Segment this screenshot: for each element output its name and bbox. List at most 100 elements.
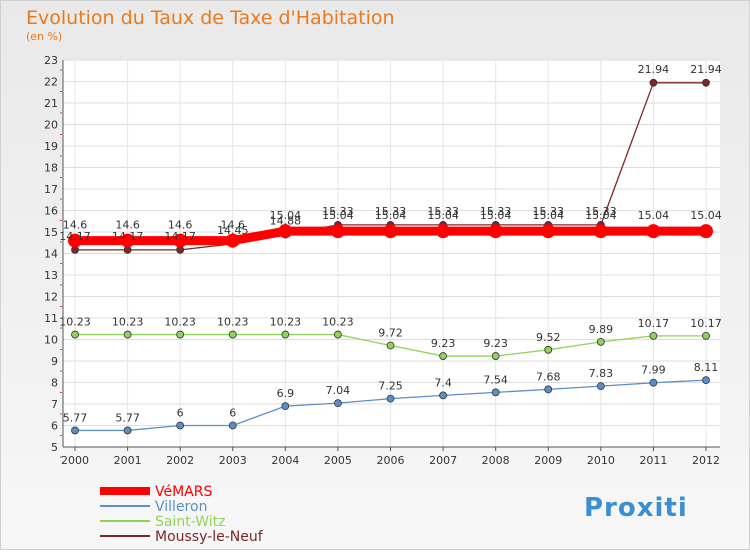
data-label-v-mars: 14.6 [63, 219, 88, 232]
data-point-saint-witz [544, 345, 553, 354]
y-tick-label: 5 [51, 441, 58, 454]
data-label-moussy-le-neuf: 15.33 [375, 205, 407, 218]
data-point-saint-witz [491, 352, 500, 360]
data-label-villeron: 8.11 [694, 361, 719, 374]
data-label-moussy-le-neuf: 15.33 [427, 205, 459, 218]
y-tick-label: 17 [44, 183, 58, 196]
data-point-saint-witz [228, 330, 237, 339]
x-tick-label: 2001 [114, 454, 142, 467]
proxiti-logo: Proxiti [584, 493, 688, 523]
x-tick-label: 2003 [219, 454, 247, 467]
data-label-v-mars: 15.04 [638, 209, 670, 222]
data-label-saint-witz: 9.52 [536, 331, 561, 344]
axes: 5 6 7 8 9 10 11 12 13 14 15 16 17 18 19 20 21 22 23 2000 200… [44, 54, 720, 467]
data-label-villeron: 7.68 [536, 370, 561, 383]
y-tick-label: 7 [51, 398, 58, 411]
data-label-saint-witz: 9.89 [589, 323, 614, 336]
legend-label-villeron: Villeron [155, 499, 207, 515]
chart-title: Evolution du Taux de Taxe d'Habitation [26, 7, 395, 29]
data-label-moussy-le-neuf: 21.94 [638, 63, 670, 76]
data-label-saint-witz: 10.23 [217, 316, 249, 329]
data-label-moussy-le-neuf: 15.33 [322, 205, 354, 218]
y-tick-label: 22 [44, 76, 58, 89]
data-point-v-mars [646, 224, 661, 239]
data-label-moussy-le-neuf: 15.33 [585, 205, 617, 218]
data-label-v-mars: 14.6 [115, 219, 140, 232]
data-label-saint-witz: 10.23 [112, 316, 144, 329]
x-tick-label: 2004 [271, 454, 299, 467]
y-tick-label: 18 [44, 162, 58, 175]
data-point-villeron [228, 421, 237, 430]
data-label-v-mars: 15.04 [427, 209, 459, 222]
data-label-v-mars: 15.04 [322, 209, 354, 222]
y-tick-label: 14 [44, 248, 58, 261]
data-label-v-mars: 14.6 [168, 219, 193, 232]
data-label-saint-witz: 9.23 [431, 337, 456, 350]
data-point-saint-witz [596, 337, 605, 346]
data-label-saint-witz: 10.23 [322, 316, 354, 329]
y-tick-label: 21 [44, 97, 58, 110]
data-label-villeron: 7.54 [483, 373, 508, 386]
data-point-v-mars [278, 224, 293, 239]
data-point-villeron [491, 388, 500, 397]
x-tick-label: 2009 [534, 454, 562, 467]
data-point-villeron [439, 391, 447, 400]
data-label-villeron: 7.99 [641, 364, 666, 377]
data-point-moussy-le-neuf [702, 78, 710, 87]
data-point-villeron [386, 394, 395, 403]
logo-text: Proxiti [584, 493, 688, 523]
data-point-saint-witz [386, 341, 395, 350]
y-tick-label: 16 [44, 205, 58, 218]
data-point-saint-witz [281, 330, 290, 339]
data-point-villeron [544, 385, 553, 394]
x-tick-label: 2010 [587, 454, 615, 467]
data-label-v-mars: 15.04 [270, 209, 302, 222]
data-point-saint-witz [334, 330, 342, 339]
data-label-villeron: 5.77 [115, 411, 140, 424]
x-tick-label: 2011 [639, 454, 667, 467]
data-point-saint-witz [71, 330, 79, 339]
data-label-v-mars: 15.04 [690, 209, 722, 222]
x-tick-label: 2002 [166, 454, 194, 467]
data-point-v-mars [120, 233, 135, 248]
data-label-saint-witz: 10.23 [164, 316, 196, 329]
data-point-villeron [123, 426, 132, 435]
x-tick-label: 2005 [324, 454, 352, 467]
data-label-villeron: 7.4 [434, 376, 452, 389]
data-label-saint-witz: 10.17 [690, 317, 722, 330]
data-label-moussy-le-neuf: 14.88 [270, 215, 302, 228]
legend-label-moussy-le-neuf: Moussy-le-Neuf [155, 529, 264, 545]
data-label-villeron: 5.77 [63, 411, 88, 424]
data-point-v-mars [68, 233, 82, 248]
data-point-v-mars [383, 224, 398, 239]
data-point-villeron [649, 378, 658, 387]
data-point-villeron [334, 399, 342, 408]
data-point-saint-witz [439, 352, 447, 360]
y-tick-label: 13 [44, 269, 58, 282]
x-tick-label: 2012 [692, 454, 720, 467]
y-tick-label: 10 [44, 334, 58, 347]
data-label-villeron: 6 [229, 407, 236, 420]
y-tick-label: 12 [44, 291, 58, 304]
data-label-moussy-le-neuf: 15.33 [480, 205, 512, 218]
data-point-v-mars [436, 224, 451, 239]
data-point-v-mars [488, 224, 503, 239]
grid [63, 59, 720, 448]
data-point-v-mars [699, 224, 713, 239]
chart-subtitle: (en %) [26, 30, 62, 43]
data-point-moussy-le-neuf [649, 78, 658, 87]
x-tick-label: 2007 [429, 454, 457, 467]
data-point-v-mars [225, 233, 240, 248]
data-point-v-mars [173, 233, 188, 248]
data-point-saint-witz [176, 330, 185, 339]
data-label-moussy-le-neuf: 14.17 [164, 230, 196, 243]
data-point-villeron [71, 426, 79, 435]
data-label-v-mars: 14.6 [221, 219, 246, 232]
data-label-saint-witz: 10.23 [270, 316, 302, 329]
data-point-villeron [702, 376, 710, 385]
x-tick-label: 2000 [61, 454, 89, 467]
data-label-saint-witz: 9.72 [378, 327, 403, 340]
